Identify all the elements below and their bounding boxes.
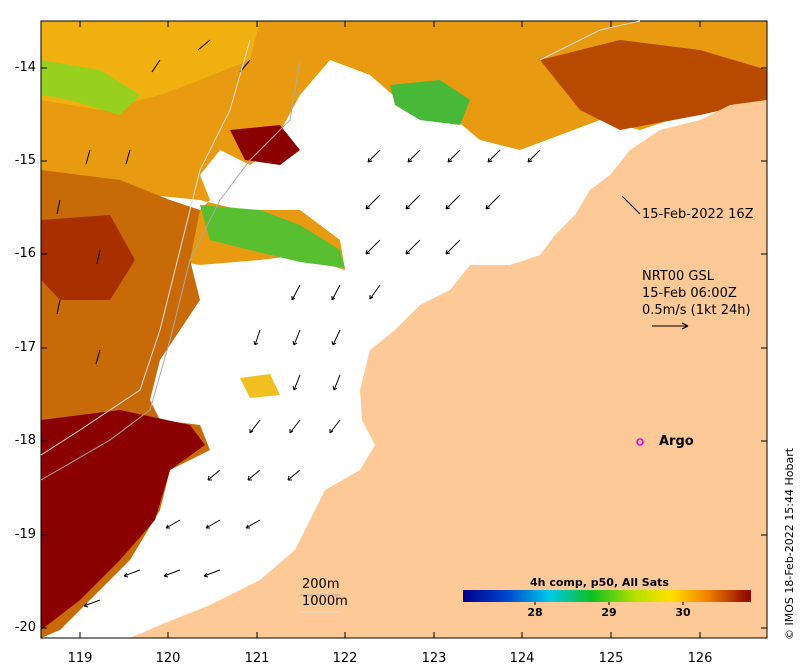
y-tick-label: -17 xyxy=(14,340,36,355)
contour-1000m xyxy=(40,39,251,456)
y-tick-label: -14 xyxy=(14,60,36,75)
time-label: 15-Feb-2022 16Z xyxy=(642,207,754,222)
colorbar-tick: 30 xyxy=(675,606,691,619)
colorbar-tick: 28 xyxy=(527,606,543,619)
current-scale-label: 0.5m/s (1kt 24h) xyxy=(642,303,751,318)
contour-200m xyxy=(40,59,301,481)
scale-arrow xyxy=(652,322,689,330)
contour-200m-label: 200m xyxy=(302,577,340,592)
sst-region-green-3 xyxy=(41,60,140,115)
x-tick-label: 121 xyxy=(244,651,270,666)
x-tick-label: 120 xyxy=(155,651,181,666)
colorbar xyxy=(463,590,751,602)
y-tick-label: -15 xyxy=(14,153,36,168)
argo-marker xyxy=(636,438,644,446)
current-time-label: 15-Feb 06:00Z xyxy=(642,286,737,301)
contour-1000m-label: 1000m xyxy=(302,594,348,609)
x-tick-label: 119 xyxy=(67,651,93,666)
sst-region-sw xyxy=(41,410,205,630)
y-tick-label: -16 xyxy=(14,246,36,261)
colorbar-title: 4h comp, p50, All Sats xyxy=(530,576,669,589)
land-australia xyxy=(130,100,767,638)
y-tick-label: -19 xyxy=(14,527,36,542)
colorbar-tick: 29 xyxy=(601,606,617,619)
current-arrows xyxy=(56,39,541,608)
x-tick-label: 125 xyxy=(598,651,624,666)
y-tick-label: -18 xyxy=(14,433,36,448)
credit-text: © IMOS 18-Feb-2022 15:44 Hobart xyxy=(783,447,796,640)
sst-region-red-2 xyxy=(41,215,135,300)
y-tick-label: -20 xyxy=(14,620,36,635)
sst-region-green-2 xyxy=(390,80,470,125)
x-tick-label: 126 xyxy=(687,651,713,666)
sst-region-green-1 xyxy=(200,205,345,268)
x-tick-label: 122 xyxy=(332,651,358,666)
x-tick-label: 123 xyxy=(421,651,447,666)
sst-region-ne xyxy=(540,40,767,130)
sst-region-small xyxy=(240,374,280,398)
x-tick-label: 124 xyxy=(509,651,535,666)
current-source-label: NRT00 GSL xyxy=(642,269,714,284)
argo-label: Argo xyxy=(659,434,694,449)
